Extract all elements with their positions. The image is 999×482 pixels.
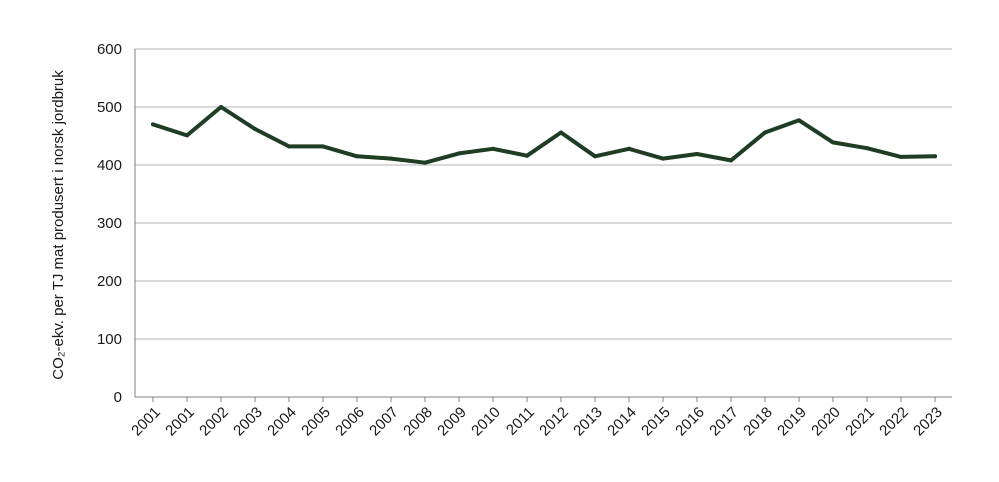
y-tick-label: 200 [97, 273, 122, 290]
x-tick-label: 2007 [366, 404, 402, 440]
y-tick-label: 0 [114, 389, 122, 406]
x-tick-label: 2023 [910, 404, 946, 440]
data-point [185, 133, 189, 138]
y-tick-label: 400 [97, 157, 122, 174]
data-point [151, 122, 155, 127]
x-tick-label: 2015 [638, 404, 674, 440]
x-tick-label: 2005 [298, 404, 334, 440]
data-point [253, 127, 257, 132]
axes [134, 49, 952, 402]
data-point [559, 130, 563, 135]
data-point [287, 144, 291, 149]
x-tick-label: 2018 [740, 404, 776, 440]
y-axis-title: CO₂-ekv. per TJ mat produsert i norsk jo… [50, 70, 67, 380]
gridlines [135, 48, 952, 340]
x-tick-label: 2008 [400, 404, 436, 440]
x-tick-label: 2017 [706, 404, 742, 440]
x-tick-label: 2002 [196, 404, 232, 440]
y-tick-label: 600 [97, 41, 122, 58]
data-point [729, 158, 733, 163]
y-tick-label: 100 [97, 331, 122, 348]
data-point [321, 144, 325, 149]
data-point [593, 154, 597, 159]
y-tick-labels: 0 100 200 300 400 500 600 [97, 41, 122, 406]
y-tick-label: 500 [97, 99, 122, 116]
data-point [627, 146, 631, 151]
data-point [423, 160, 427, 165]
x-tick-label: 2016 [672, 404, 708, 440]
data-point [491, 146, 495, 151]
data-point [695, 151, 699, 156]
data-point [389, 156, 393, 161]
x-tick-label: 2020 [808, 404, 844, 440]
x-tick-label: 2010 [468, 404, 504, 440]
x-tick-label: 2019 [774, 404, 810, 440]
data-point [457, 151, 461, 156]
x-tick-labels: 2001200120022003200420052006200720082009… [128, 404, 946, 440]
data-point [219, 105, 223, 109]
x-tick-label: 2022 [876, 404, 912, 440]
x-tick-label: 2011 [503, 404, 538, 439]
series-line [151, 105, 937, 165]
data-point [661, 156, 665, 161]
y-tick-label: 300 [97, 215, 122, 232]
x-tick-label: 2021 [842, 404, 878, 440]
x-tick-label: 2014 [604, 404, 640, 440]
series [151, 105, 937, 165]
data-point [797, 118, 801, 123]
data-point [899, 154, 903, 159]
data-point [763, 130, 767, 135]
data-point [865, 146, 869, 151]
x-tick-label: 2001 [128, 404, 164, 440]
x-tick-label: 2013 [570, 404, 606, 440]
data-point [355, 154, 359, 159]
x-tick-label: 2004 [264, 404, 300, 440]
data-point [933, 154, 937, 159]
x-tick-label: 2009 [434, 404, 470, 440]
data-point [525, 153, 529, 158]
data-point [831, 140, 835, 145]
x-tick-label: 2003 [230, 404, 266, 440]
x-tick-label: 2001 [162, 404, 198, 440]
x-tick-label: 2006 [332, 404, 368, 440]
x-tick-label: 2012 [536, 404, 572, 440]
